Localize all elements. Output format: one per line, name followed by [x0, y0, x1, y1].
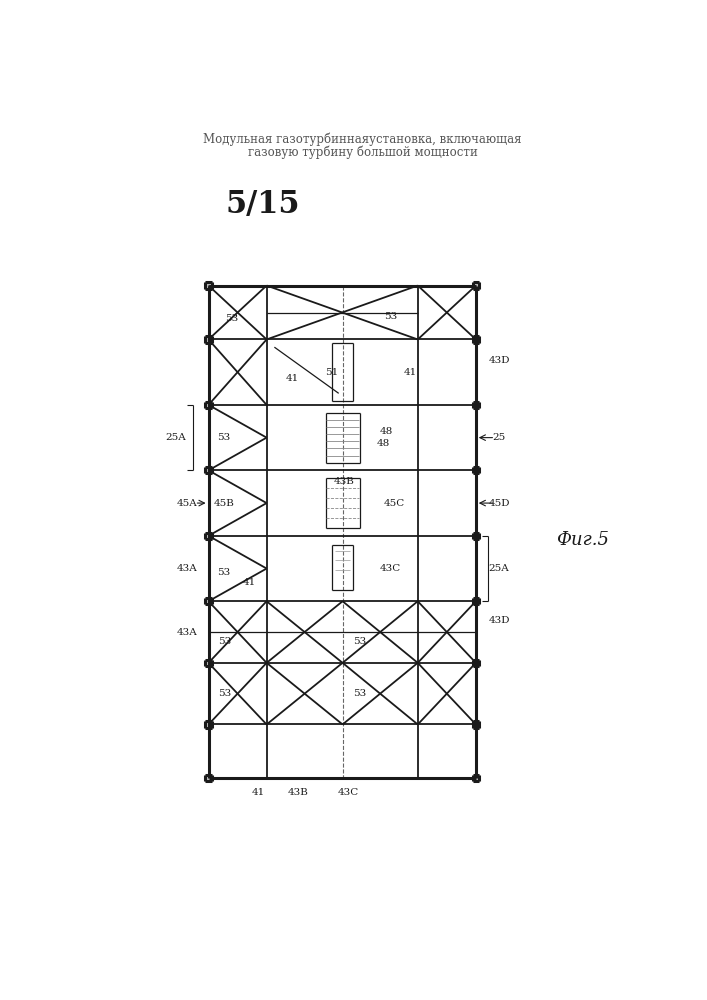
Text: газовую турбину большой мощности: газовую турбину большой мощности — [247, 146, 478, 159]
Text: 53: 53 — [225, 314, 238, 323]
Bar — [206, 282, 211, 289]
Bar — [206, 533, 211, 539]
Bar — [473, 775, 479, 781]
Text: 41: 41 — [404, 368, 416, 377]
Text: 25: 25 — [493, 433, 506, 442]
Bar — [206, 336, 211, 343]
Text: 45A: 45A — [177, 499, 197, 508]
Text: Модульная газотурбиннаяустановка, включающая: Модульная газотурбиннаяустановка, включа… — [204, 132, 522, 146]
Bar — [473, 660, 479, 666]
Text: 41: 41 — [252, 788, 264, 797]
Text: 45D: 45D — [489, 499, 510, 508]
Text: 48: 48 — [380, 427, 393, 436]
Text: 53: 53 — [353, 637, 366, 646]
Bar — [206, 598, 211, 604]
Text: 43C: 43C — [337, 788, 358, 797]
Bar — [473, 282, 479, 289]
Text: 53: 53 — [217, 568, 230, 577]
Text: 53: 53 — [384, 312, 397, 321]
Text: 43D: 43D — [489, 616, 510, 625]
Text: 45C: 45C — [384, 499, 405, 508]
Bar — [473, 598, 479, 604]
Text: 53: 53 — [218, 689, 231, 698]
Text: 43A: 43A — [177, 564, 197, 573]
Text: 48: 48 — [376, 439, 390, 448]
Text: 45B: 45B — [214, 499, 235, 508]
Text: 53: 53 — [218, 637, 231, 646]
Text: 25A: 25A — [489, 564, 510, 573]
Bar — [473, 402, 479, 408]
Bar — [473, 467, 479, 473]
Text: 5/15: 5/15 — [226, 189, 300, 220]
Text: 53: 53 — [217, 433, 230, 442]
Bar — [473, 533, 479, 539]
Text: 51: 51 — [325, 368, 339, 377]
Text: 53: 53 — [353, 689, 366, 698]
Bar — [206, 402, 211, 408]
Text: Фиг.5: Фиг.5 — [556, 531, 609, 549]
Text: 43B: 43B — [287, 788, 308, 797]
Bar — [206, 660, 211, 666]
Bar — [206, 775, 211, 781]
Text: 43B: 43B — [334, 477, 355, 486]
Text: 41: 41 — [243, 578, 256, 587]
Bar — [206, 721, 211, 728]
Bar — [206, 467, 211, 473]
Text: 25A: 25A — [165, 433, 187, 442]
Text: 41: 41 — [286, 374, 299, 383]
Bar — [473, 336, 479, 343]
Bar — [473, 721, 479, 728]
Text: 43D: 43D — [489, 356, 510, 365]
Text: 43A: 43A — [177, 628, 197, 637]
Text: 43C: 43C — [380, 564, 402, 573]
